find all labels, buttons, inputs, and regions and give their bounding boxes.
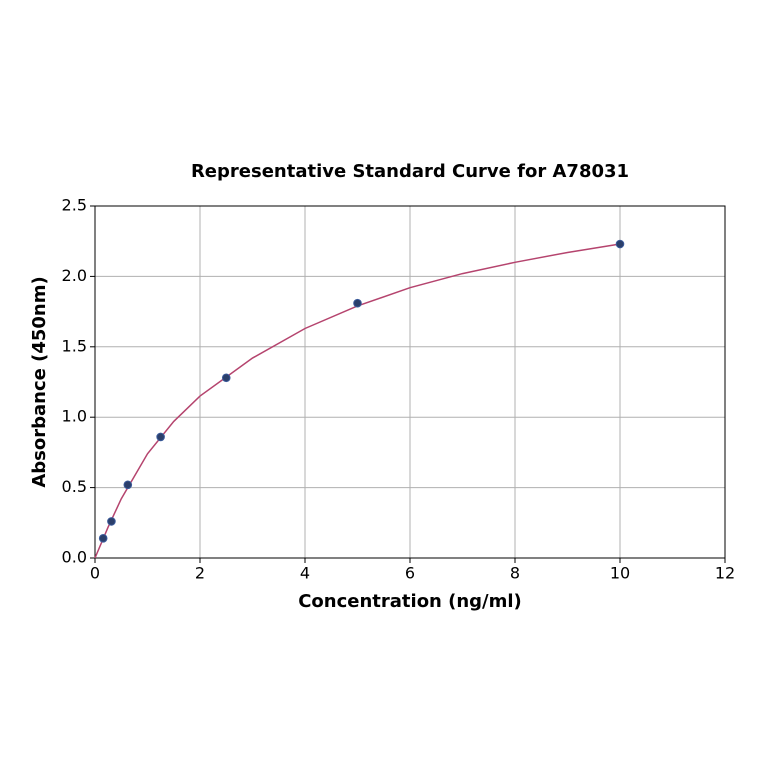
data-point [353, 298, 362, 308]
y-tick-label: 2.0 [62, 266, 87, 285]
data-point [156, 432, 165, 442]
data-point [615, 239, 625, 249]
x-tick-label: 8 [510, 564, 520, 583]
chart-title: Representative Standard Curve for A78031 [191, 161, 629, 182]
x-tick-label: 10 [610, 564, 630, 583]
y-tick-label: 1.5 [62, 336, 87, 355]
x-tick-label: 12 [715, 564, 735, 583]
x-tick-label: 0 [90, 564, 100, 583]
x-axis-label: Concentration (ng/ml) [298, 591, 522, 612]
y-tick-label: 0.0 [62, 548, 87, 567]
data-point [123, 480, 133, 490]
y-tick-label: 0.5 [62, 477, 87, 496]
y-axis-label: Absorbance (450nm) [29, 276, 50, 487]
x-tick-label: 4 [300, 564, 310, 583]
y-tick-label: 2.5 [62, 196, 87, 215]
data-point [107, 517, 116, 526]
y-tick-label: 1.0 [62, 407, 87, 426]
x-tick-label: 6 [405, 564, 415, 583]
fit-curve [94, 243, 621, 559]
x-tick-label: 2 [195, 564, 205, 583]
plot-frame [94, 205, 726, 559]
data-point [98, 533, 108, 543]
data-point [221, 373, 231, 383]
